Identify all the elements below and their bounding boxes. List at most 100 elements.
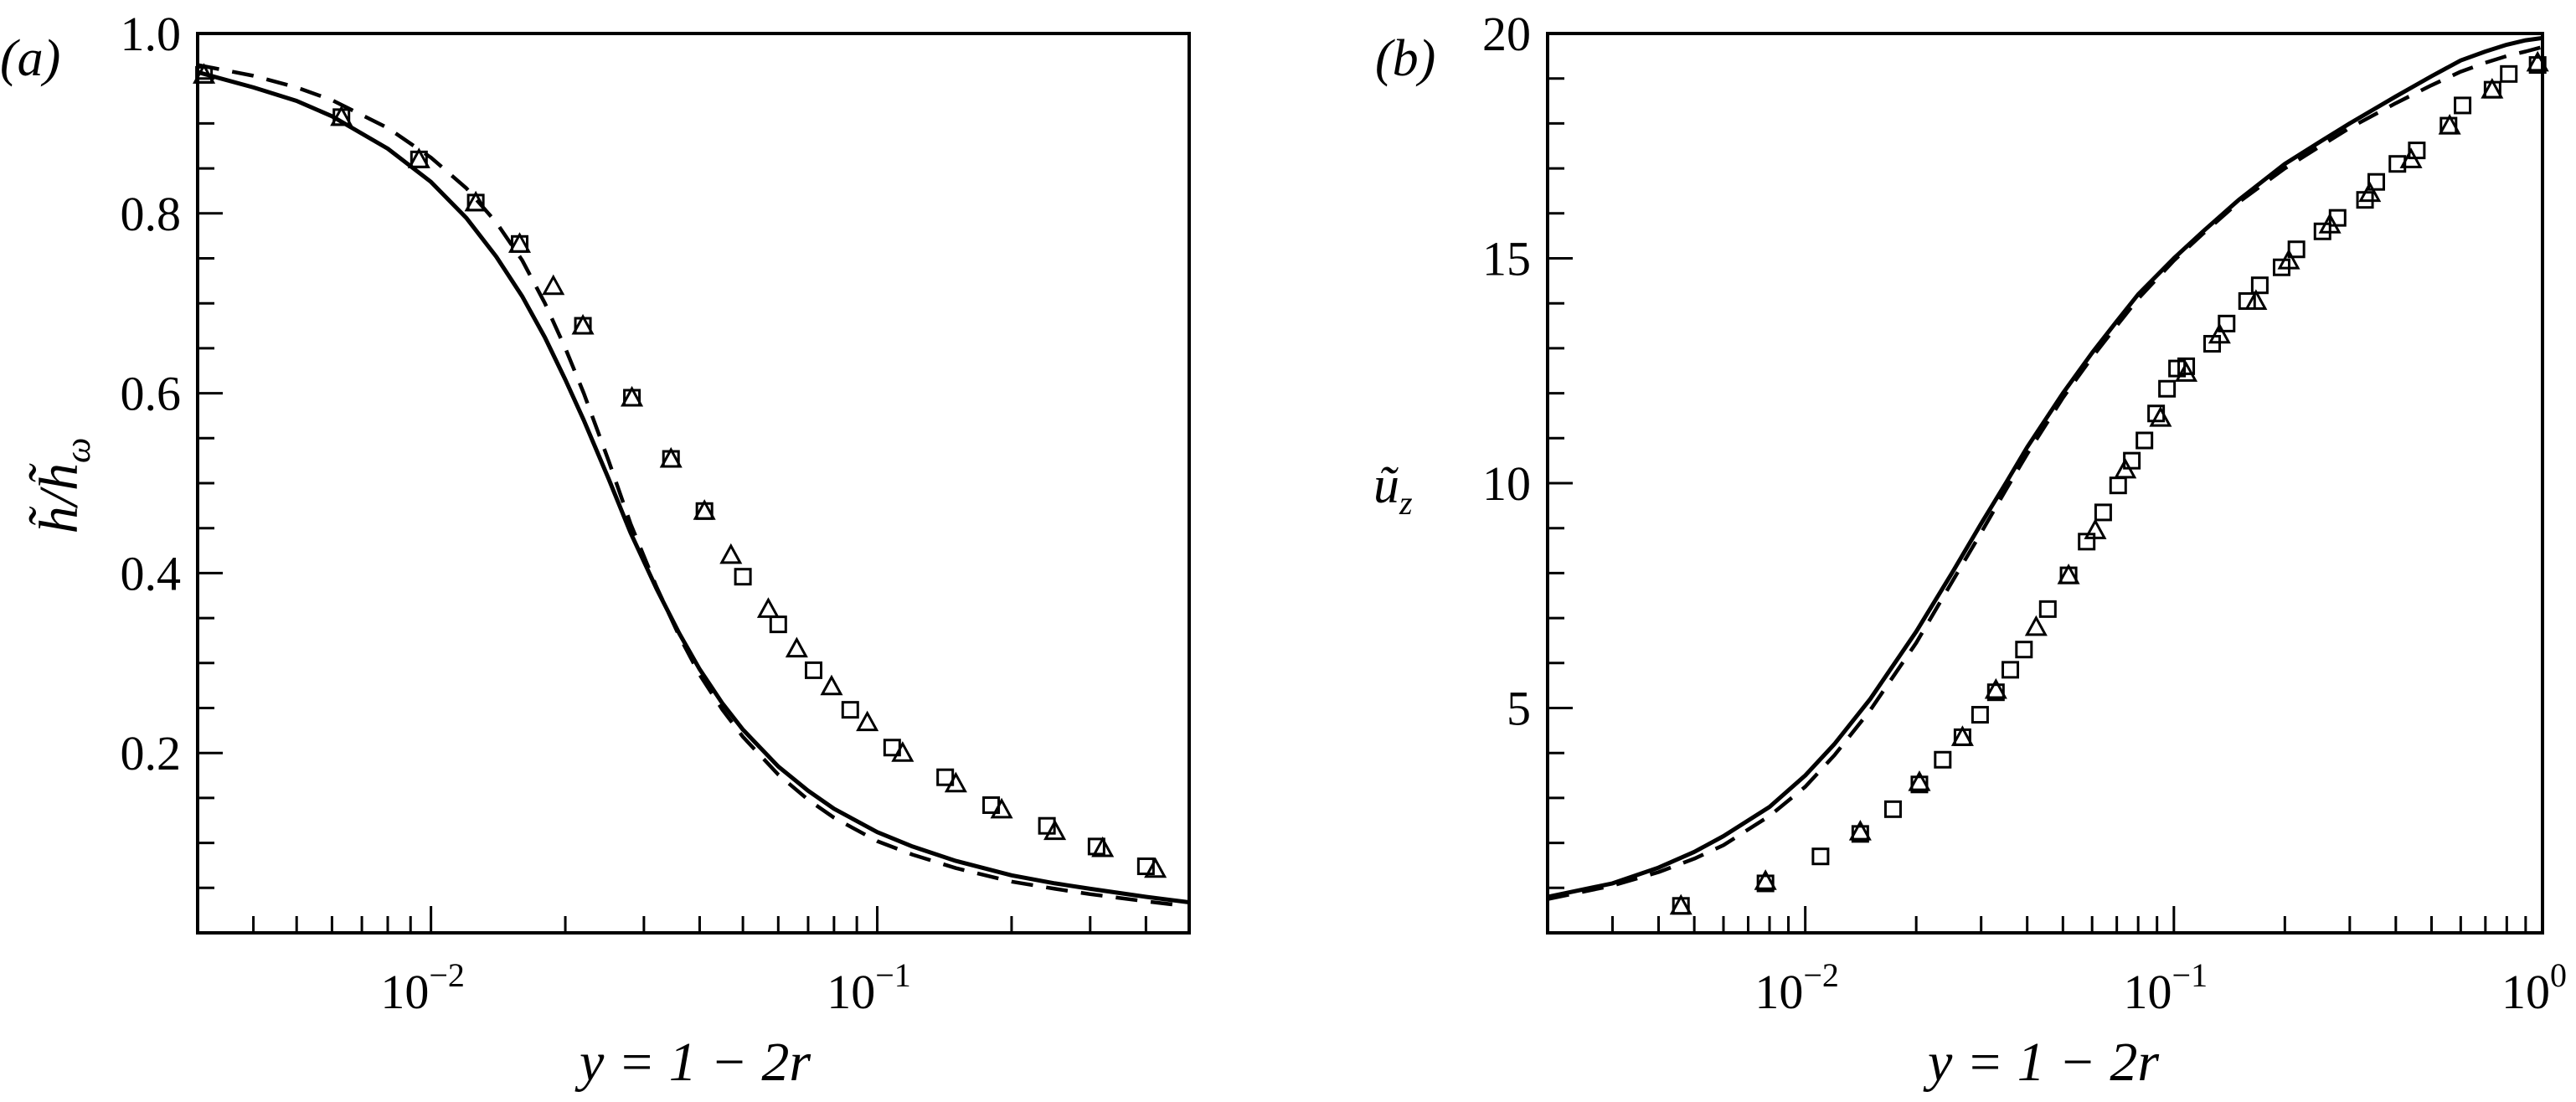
square-marker [1811, 847, 1830, 866]
triangle-marker [1669, 893, 1692, 915]
triangle-marker [1043, 819, 1067, 841]
svg-text:h̃/h̃ω: h̃/h̃ω [28, 438, 98, 534]
panel-b-plot-area [1548, 35, 2549, 915]
triangle-marker [571, 313, 595, 335]
y-tick-label: 5 [1507, 682, 1531, 736]
triangle-marker [507, 232, 532, 253]
square-marker [734, 568, 752, 586]
square-marker [936, 768, 955, 786]
triangle-marker [621, 385, 644, 407]
square-marker [2367, 173, 2385, 191]
solid-curve [1548, 35, 2543, 899]
y-tick-label: 0.8 [121, 187, 182, 241]
y-tick-label: 0.6 [121, 367, 182, 421]
y-tick-label: 0.2 [121, 726, 182, 780]
triangle-marker [2149, 406, 2172, 427]
triangle-marker [1144, 857, 1167, 878]
square-marker [1087, 837, 1105, 856]
square-marker [2408, 142, 2426, 160]
triangle-marker [891, 741, 914, 762]
panel-b: (b) ũz y = 1 − 2r 5 10 15 20 10−2 10−1 100 [1373, 7, 2567, 1093]
x-tick-label: 100 [2501, 956, 2567, 1019]
square-marker [2015, 641, 2033, 659]
panel-a-label: (a) [0, 30, 60, 87]
x-tick-label: 10−1 [2124, 956, 2208, 1019]
triangle-marker [2208, 322, 2231, 344]
panel-a-axes-ticks: 0.2 0.4 0.6 0.8 1.0 10−2 10−1 [121, 7, 1147, 1019]
triangle-marker [856, 710, 879, 732]
triangle-marker [1984, 677, 2007, 699]
panel-b-axes-ticks: 5 10 15 20 10−2 10−1 100 [1482, 7, 2567, 1019]
triangle-marker [542, 274, 565, 296]
square-marker [1136, 857, 1155, 876]
x-tick-label: 10−1 [827, 956, 911, 1019]
panel-a-y-axis-label: h̃/h̃ω [28, 438, 98, 534]
y-tick-label: 10 [1482, 456, 1531, 511]
square-marker [2038, 600, 2057, 618]
y-tick-label: 1.0 [121, 7, 182, 61]
square-marker [2203, 335, 2222, 353]
triangle-marker [785, 636, 808, 658]
triangle-marker [719, 543, 743, 564]
triangle-marker [2114, 457, 2137, 479]
square-marker [2177, 357, 2196, 375]
triangle-marker [2318, 213, 2342, 234]
panel-b-label: (b) [1375, 30, 1435, 87]
square-marker [841, 701, 859, 719]
y-tick-label: 20 [1482, 7, 1531, 61]
triangle-marker [330, 105, 353, 126]
panel-b-x-axis-label: y = 1 − 2r [1923, 1032, 2159, 1093]
panel-a-plot-area [193, 63, 1189, 907]
triangle-marker [1754, 869, 1777, 890]
y-tick-label: 15 [1482, 232, 1531, 286]
triangle-marker [944, 771, 967, 793]
triangle-marker [1908, 770, 1931, 791]
triangle-marker [820, 674, 843, 696]
square-marker [1934, 750, 1952, 769]
triangle-marker [990, 797, 1013, 819]
triangle-marker [2244, 289, 2268, 311]
square-marker [2094, 503, 2112, 522]
dashed-curve [1548, 44, 2543, 901]
panel-b-y-axis-label: ũz [1373, 457, 1413, 522]
triangle-marker [2399, 147, 2423, 168]
square-marker [1038, 816, 1056, 835]
square-marker [805, 661, 823, 679]
triangle-marker [464, 190, 487, 212]
triangle-marker [2438, 113, 2461, 135]
triangle-marker [2175, 361, 2198, 382]
triangle-marker [1848, 820, 1872, 841]
triangle-marker [756, 597, 780, 618]
x-tick-label: 10−2 [1754, 956, 1839, 1019]
square-marker [2109, 476, 2127, 495]
square-marker [769, 615, 787, 634]
square-marker [2250, 276, 2269, 295]
y-tick-label: 0.4 [121, 546, 182, 600]
dashed-curve [198, 63, 1177, 907]
panel-b-axes-frame [1546, 32, 2544, 935]
triangle-marker [193, 63, 216, 84]
triangle-marker [659, 446, 683, 468]
x-tick-label: 10−2 [380, 956, 465, 1019]
triangle-marker [1091, 836, 1115, 857]
square-marker [2158, 379, 2177, 398]
panel-a-axes-frame [196, 32, 1191, 935]
panel-a: (a) h̃/h̃ω y = 1 − 2r 0.2 0.4 0.6 0.8 1.0 10−… [0, 7, 1191, 1093]
square-marker [2218, 314, 2236, 332]
triangle-marker [2057, 563, 2080, 584]
solid-curve [198, 70, 1189, 904]
square-marker [2002, 661, 2020, 679]
triangle-marker [2358, 181, 2382, 203]
triangle-marker [2481, 78, 2504, 99]
square-marker [2454, 96, 2472, 115]
triangle-marker [407, 147, 430, 168]
square-marker [2078, 533, 2096, 551]
square-marker [1971, 706, 1989, 724]
triangle-marker [2277, 249, 2300, 270]
square-marker [2136, 431, 2154, 450]
square-marker [2500, 64, 2518, 83]
triangle-marker [2024, 615, 2048, 636]
square-marker [1883, 800, 1902, 818]
